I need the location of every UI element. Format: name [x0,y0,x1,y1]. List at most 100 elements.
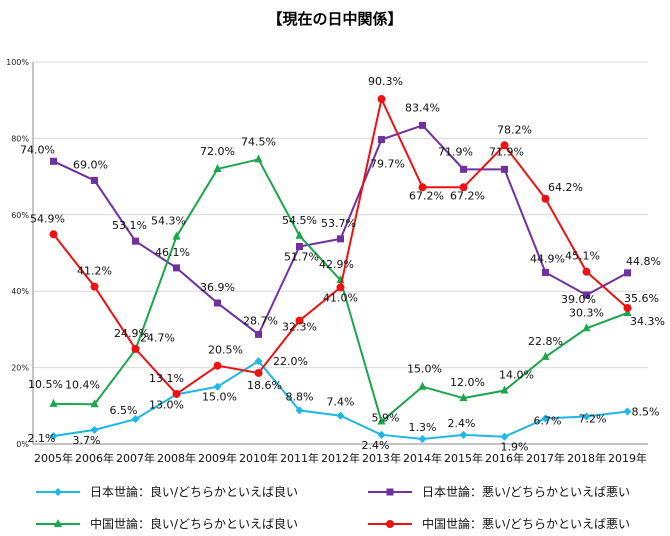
data-label: 46.1% [155,246,190,259]
data-label: 15.0% [407,363,442,376]
data-label: 14.0% [499,369,534,382]
x-tick-label: 2016年 [485,451,524,465]
data-point [582,412,591,421]
data-label: 6.5% [110,404,138,417]
data-label: 5.9% [372,411,400,424]
x-tick-label: 2006年 [75,451,114,465]
data-point [296,243,303,251]
data-point [254,154,263,163]
data-point [418,381,427,390]
data-point [295,316,304,325]
data-point [337,235,344,243]
data-point [377,416,386,425]
x-tick-label: 2012年 [321,451,360,465]
data-point [500,432,509,441]
x-tick-label: 2010年 [239,451,278,465]
data-label: 78.2% [497,123,532,136]
data-point [541,194,550,203]
data-point [459,393,468,402]
y-tick-label: 0% [16,440,29,449]
data-point [172,231,181,240]
data-point [254,357,263,366]
data-point [623,304,632,313]
data-label: 30.3% [569,306,604,319]
legend-label: 日本世論：良い/どちらかといえば良い [90,484,298,499]
data-point [336,411,345,420]
data-label: 79.7% [370,158,405,171]
data-label: 13.1% [149,372,184,385]
data-point [542,268,549,276]
data-point [541,351,550,360]
y-tick-label: 100% [6,58,29,67]
x-tick-label: 2019年 [608,451,647,465]
data-label: 71.9% [438,145,473,158]
x-tick-label: 2011年 [280,451,319,465]
data-label: 18.6% [247,379,282,392]
chart-title: 【現在の日中関係】 [267,10,403,28]
data-label: 15.0% [202,391,237,404]
legend-label: 中国世論：悪い/どちらかといえば悪い [422,516,630,531]
y-tick-label: 40% [11,287,29,296]
legend-marker [386,488,394,496]
x-tick-label: 2018年 [567,451,606,465]
data-label: 54.5% [282,214,317,227]
data-label: 2.4% [448,417,476,430]
data-label: 20.5% [208,344,243,357]
x-tick-label: 2009年 [198,451,237,465]
data-point [255,330,262,338]
data-point [501,165,508,173]
data-point [336,283,345,292]
series-line-4 [52,95,629,396]
data-point [90,282,99,291]
data-label: 42.9% [319,258,354,271]
data-label: 71.9% [489,145,524,158]
data-point [418,435,427,444]
data-point [173,264,180,272]
data-label: 41.2% [77,265,112,278]
data-label: 7.4% [327,396,355,409]
data-point [541,414,550,423]
data-point [377,95,386,104]
data-label: 44.8% [626,255,661,268]
data-label: 8.5% [632,406,660,419]
data-label: 53.7% [321,217,356,230]
data-point [582,323,591,332]
data-label: 22.8% [528,335,563,348]
data-point [131,415,140,424]
legend-label: 日本世論：悪い/どちらかといえば悪い [422,484,630,499]
data-point [49,230,58,239]
data-point [254,368,263,377]
data-label: 10.5% [28,378,63,391]
data-point [418,183,427,192]
data-point [500,141,509,150]
y-tick-label: 60% [11,211,29,220]
legend-marker [54,519,62,527]
data-label: 35.6% [624,292,659,305]
data-point [90,425,99,434]
data-label: 83.4% [405,101,440,114]
data-label: 28.7% [243,314,278,327]
data-label: 6.7% [534,414,562,427]
data-label: 39.0% [561,293,596,306]
data-label: 54.3% [151,215,186,228]
data-label: 1.9% [501,441,529,454]
data-point [378,136,385,144]
data-point [213,361,222,370]
data-label: 13.0% [149,398,184,411]
data-label: 10.4% [65,378,100,391]
data-label: 74.5% [241,135,276,148]
legend-marker [54,488,62,496]
data-label: 64.2% [548,181,583,194]
data-label: 24.7% [140,332,175,345]
data-label: 44.9% [530,252,565,265]
data-label: 32.3% [282,321,317,334]
data-point [172,389,181,398]
data-point [213,163,222,172]
data-label: 41.0% [323,291,358,304]
data-label: 45.1% [565,250,600,263]
data-label: 53.1% [112,219,147,232]
data-point [377,430,386,439]
data-label: 54.9% [30,212,65,225]
data-point [90,399,99,408]
x-tick-label: 2007年 [116,451,155,465]
